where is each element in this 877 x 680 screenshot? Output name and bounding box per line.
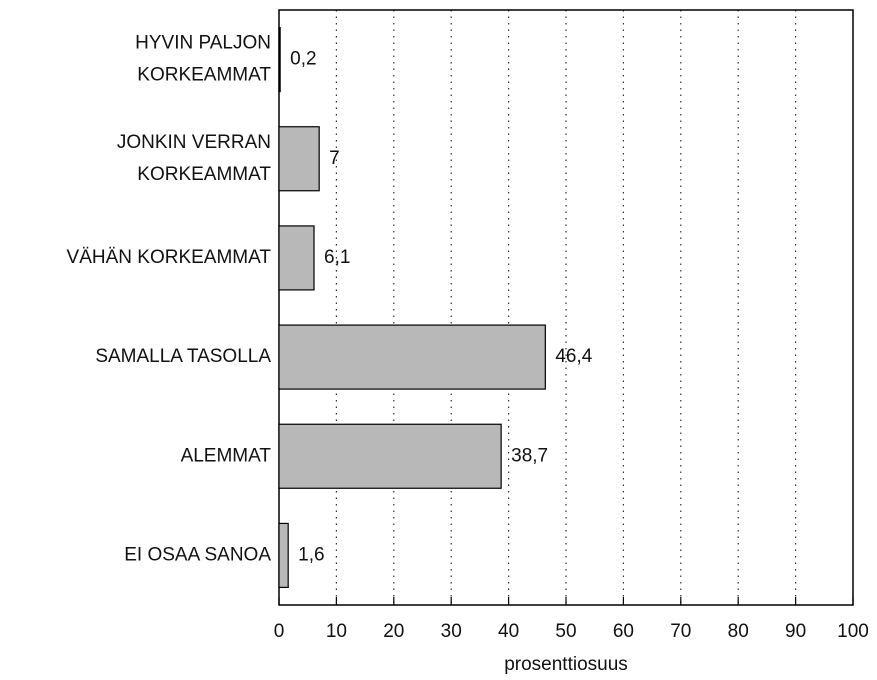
- x-tick-label: 30: [441, 621, 462, 642]
- bar: [278, 225, 315, 291]
- x-tick-label: 60: [613, 621, 634, 642]
- bar: [278, 26, 281, 93]
- bar: [278, 324, 546, 390]
- x-tick-label: 80: [728, 621, 749, 642]
- y-tick-label: EI OSAA SANOA: [124, 544, 271, 565]
- value-label: 7: [329, 148, 340, 169]
- value-label: 1,6: [298, 544, 324, 565]
- x-tick-label: 70: [670, 621, 691, 642]
- y-tick-label: VÄHÄN KORKEAMMAT: [67, 247, 272, 268]
- value-label: 46,4: [555, 346, 592, 367]
- value-label: 6,1: [324, 247, 350, 268]
- x-tick-label: 90: [785, 621, 806, 642]
- value-label: 38,7: [511, 445, 548, 466]
- bar: [278, 522, 289, 589]
- x-tick-label: 10: [326, 621, 347, 642]
- y-tick-label: SAMALLA TASOLLA: [95, 346, 271, 367]
- y-tick-label: KORKEAMMAT: [137, 65, 271, 86]
- x-axis-label: prosenttiosuus: [504, 654, 628, 675]
- value-label: 0,2: [290, 49, 316, 70]
- y-tick-label: KORKEAMMAT: [137, 164, 271, 185]
- x-tick-label: 20: [383, 621, 404, 642]
- y-tick-label: HYVIN PALJON: [135, 33, 271, 54]
- plot-frame: [278, 9, 854, 606]
- x-tick-label: 50: [555, 621, 576, 642]
- x-tick-label: 0: [274, 621, 285, 642]
- y-tick-label: ALEMMAT: [181, 445, 272, 466]
- bar: [278, 423, 502, 489]
- y-tick-label: JONKIN VERRAN: [117, 132, 271, 153]
- bar: [278, 126, 320, 192]
- x-tick-label: 40: [498, 621, 519, 642]
- x-tick-label: 100: [837, 621, 869, 642]
